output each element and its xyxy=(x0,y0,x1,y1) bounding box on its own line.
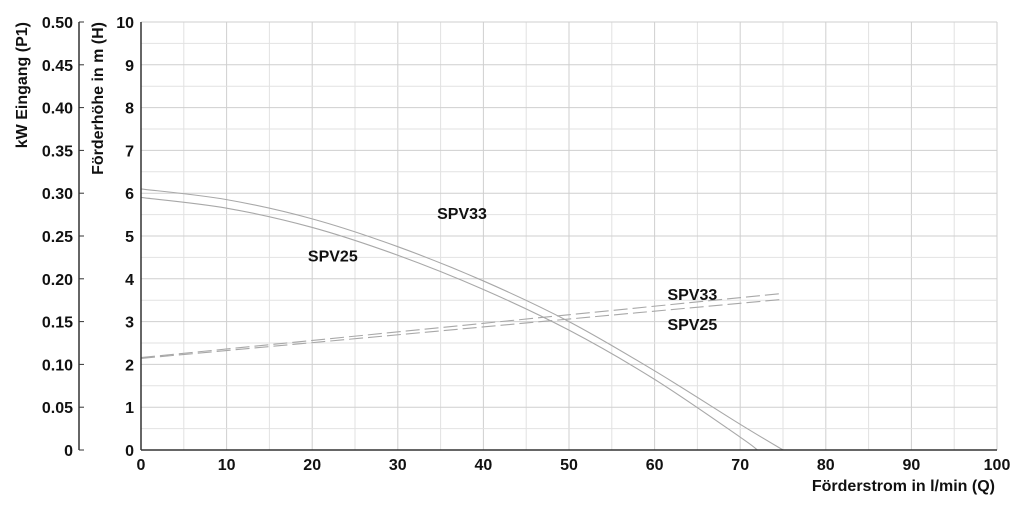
y2-tick-label: 0 xyxy=(64,443,73,460)
x-axis-title: Förderstrom in l/min (Q) xyxy=(812,478,995,495)
series-line-spv25-power xyxy=(140,298,784,359)
series-labels: SPV33 SPV25 SPV33 SPV25 xyxy=(308,206,717,334)
x-tick-label: 0 xyxy=(137,457,146,474)
y-tick-label: 8 xyxy=(125,101,134,118)
y2-tick-label: 0.30 xyxy=(42,186,73,203)
y2-tick-label: 0.35 xyxy=(42,143,73,160)
series-label-spv33-head: SPV33 xyxy=(437,206,487,223)
y-axis-title: Förderhöhe in m (H) xyxy=(90,22,107,175)
y2-tick-label: 0.25 xyxy=(42,229,73,246)
series-label-spv25-power: SPV25 xyxy=(667,317,717,334)
grid xyxy=(140,21,998,451)
x-tick-label: 60 xyxy=(646,457,664,474)
y-tick-label: 4 xyxy=(125,272,134,289)
y2-tick-label: 0.05 xyxy=(42,400,73,417)
y-tick-label: 1 xyxy=(125,400,134,417)
series-line-spv25-head xyxy=(140,196,758,451)
y2-tick-label: 0.15 xyxy=(42,315,73,332)
y2-tick-label: 0.20 xyxy=(42,272,73,289)
series-label-spv33-power: SPV33 xyxy=(667,287,717,304)
y2-tick-label: 0.40 xyxy=(42,101,73,118)
y-tick-label: 2 xyxy=(125,357,134,374)
y-tick-label: 3 xyxy=(125,315,134,332)
x-tick-label: 50 xyxy=(560,457,578,474)
x-tick-label: 20 xyxy=(303,457,321,474)
x-tick-label: 70 xyxy=(731,457,749,474)
x-tick-label: 10 xyxy=(218,457,236,474)
y-tick-label: 6 xyxy=(125,186,134,203)
y-tick-label: 5 xyxy=(125,229,134,246)
y2-tick-label: 0.10 xyxy=(42,357,73,374)
y-tick-label: 10 xyxy=(116,15,134,32)
y2-tick-label: 0.50 xyxy=(42,15,73,32)
x-tick-label: 80 xyxy=(817,457,835,474)
y-tick-label: 9 xyxy=(125,58,134,75)
x-tick-label: 40 xyxy=(475,457,493,474)
series-line-spv33-power xyxy=(140,292,784,359)
series-label-spv25-head: SPV25 xyxy=(308,249,358,266)
series-line-spv33-head xyxy=(140,188,784,451)
axes: 0 10 20 30 40 50 60 70 80 90 10001234567891000.050… xyxy=(42,15,1011,474)
y-tick-label: 0 xyxy=(125,443,134,460)
y2-tick-label: 0.45 xyxy=(42,58,73,75)
series-lines xyxy=(140,188,784,451)
x-tick-label: 100 xyxy=(984,457,1011,474)
y2-axis-title: kW Eingang (P1) xyxy=(14,22,31,148)
y-tick-label: 7 xyxy=(125,143,134,160)
x-tick-label: 90 xyxy=(903,457,921,474)
x-tick-label: 30 xyxy=(389,457,407,474)
